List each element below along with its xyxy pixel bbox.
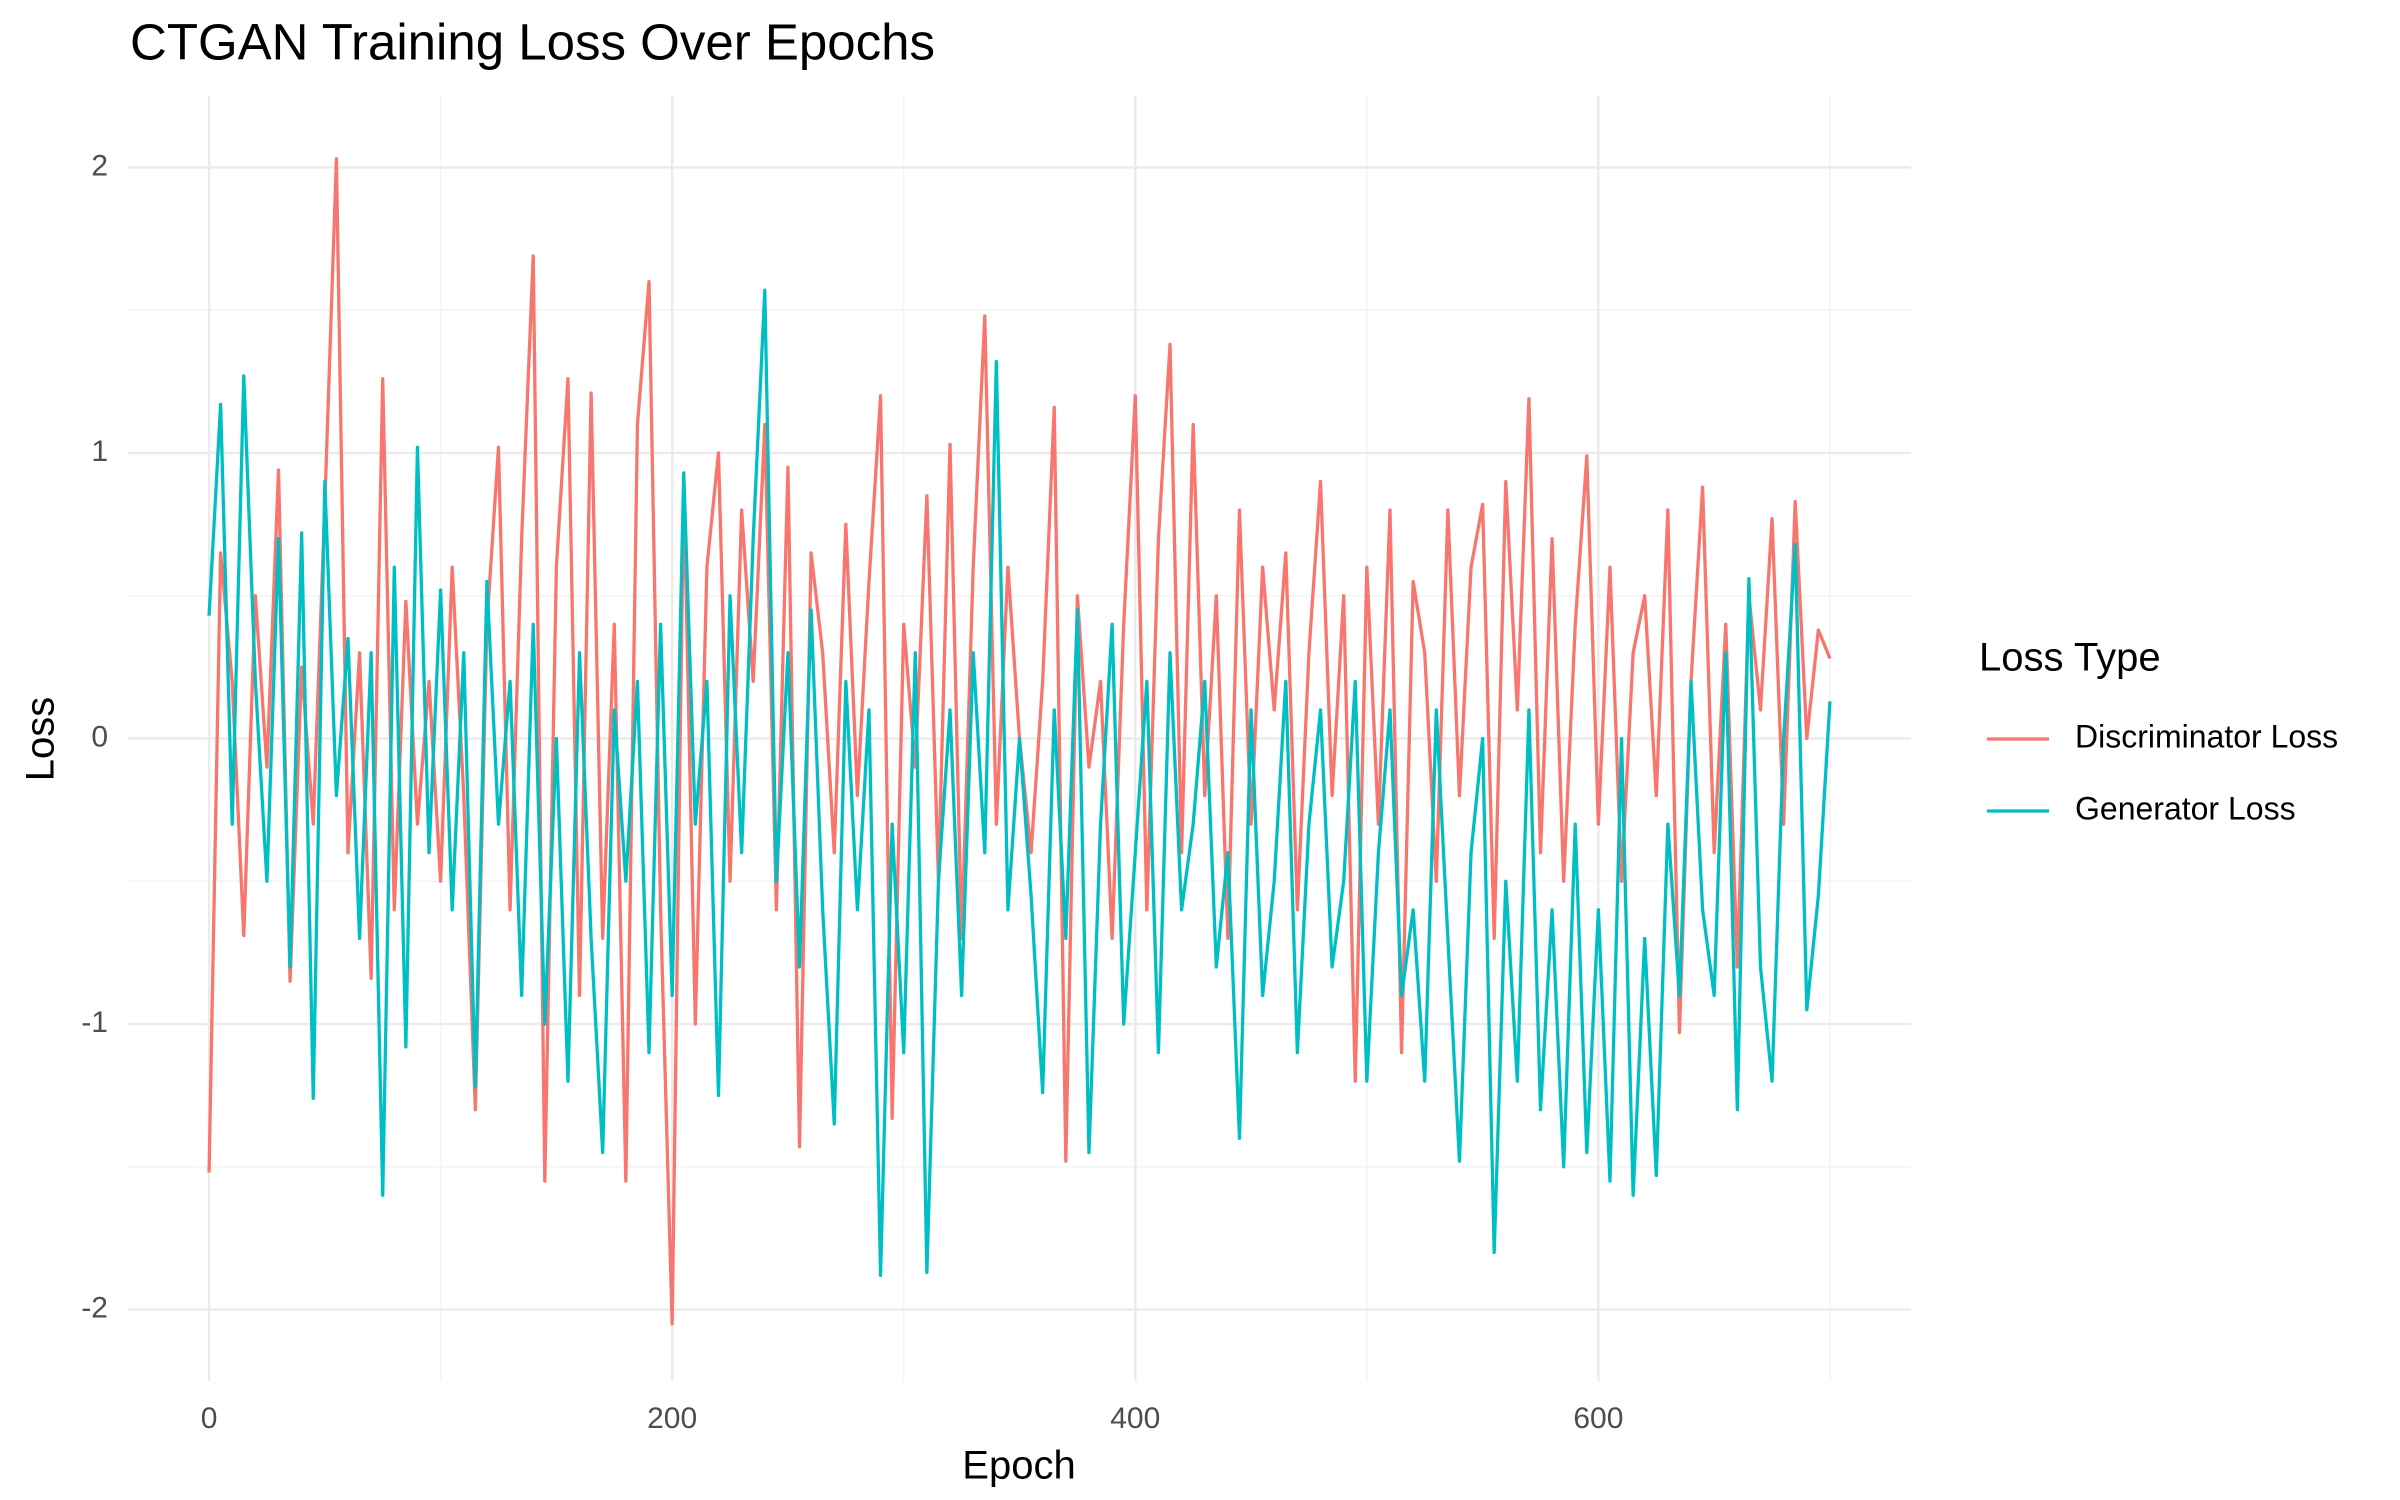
legend-label: Discriminator Loss: [2075, 718, 2338, 754]
x-axis-title: Epoch: [962, 1444, 1075, 1488]
y-tick-label: 0: [91, 720, 108, 753]
y-tick-label: 1: [91, 435, 108, 468]
y-axis-title: Loss: [19, 697, 63, 782]
x-tick-label: 600: [1573, 1402, 1623, 1435]
legend-title: Loss Type: [1979, 636, 2161, 680]
legend-label: Generator Loss: [2075, 790, 2296, 826]
chart-title: CTGAN Training Loss Over Epochs: [130, 13, 935, 70]
y-tick-label: -2: [81, 1292, 108, 1325]
x-tick-label: 0: [201, 1402, 218, 1435]
x-tick-label: 400: [1110, 1402, 1160, 1435]
y-tick-label: 2: [91, 149, 108, 182]
x-tick-label: 200: [647, 1402, 697, 1435]
y-tick-label: -1: [81, 1006, 108, 1039]
series-line: [207, 288, 1832, 1277]
